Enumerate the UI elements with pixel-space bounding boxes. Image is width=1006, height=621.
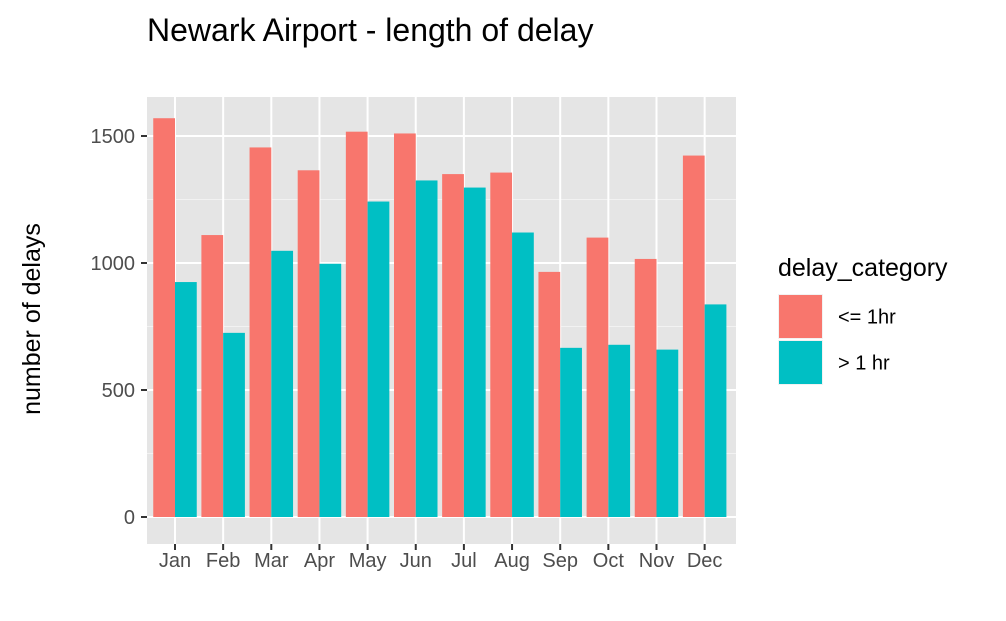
bar-may-series-1 <box>367 201 390 518</box>
bar-may-series-0 <box>345 131 368 517</box>
bar-mar-series-0 <box>249 147 272 517</box>
y-tick-label: 1000 <box>91 253 136 275</box>
bar-jan-series-1 <box>175 282 197 517</box>
x-tick-label: Nov <box>639 550 675 572</box>
x-tick-label: Oct <box>593 550 625 572</box>
x-tick-label: Jun <box>400 550 432 572</box>
x-tick-label: Jul <box>451 550 477 572</box>
legend: delay_category <= 1hr > 1 hr <box>778 254 948 385</box>
bar-mar-series-1 <box>271 250 294 518</box>
bar-sep-series-0 <box>538 271 561 517</box>
y-tick-label: 0 <box>124 507 135 529</box>
bar-aug-series-1 <box>512 232 534 517</box>
legend-label: <= 1hr <box>838 307 896 329</box>
legend-label: > 1 hr <box>838 353 890 375</box>
y-axis-title: number of delays <box>18 223 46 415</box>
legend-swatch <box>779 341 822 384</box>
bar-sep-series-1 <box>560 347 582 517</box>
y-tick-label: 500 <box>102 380 135 402</box>
chart-title: Newark Airport - length of delay <box>147 12 593 48</box>
x-tick-label: Mar <box>254 550 289 572</box>
x-tick-label: Dec <box>687 550 723 572</box>
bar-apr-series-1 <box>319 263 342 517</box>
y-axis: 0 500 1000 1500 <box>91 126 147 529</box>
x-tick-label: Jan <box>159 550 191 572</box>
x-tick-label: Apr <box>304 550 335 572</box>
bars-layer <box>153 118 727 518</box>
bar-aug-series-0 <box>490 172 513 518</box>
bar-jan-series-0 <box>153 118 175 517</box>
bar-jul-series-1 <box>463 187 486 517</box>
bar-dec-series-0 <box>682 155 705 518</box>
bar-nov-series-0 <box>634 258 657 517</box>
bar-feb-series-1 <box>223 332 245 517</box>
x-tick-label: May <box>349 550 387 572</box>
bar-jun-series-1 <box>415 180 438 517</box>
bar-dec-series-1 <box>704 304 727 517</box>
x-tick-label: Aug <box>494 550 530 572</box>
legend-title: delay_category <box>778 254 948 282</box>
y-tick-label: 1500 <box>91 126 136 148</box>
x-tick-label: Sep <box>542 550 578 572</box>
legend-items: <= 1hr > 1 hr <box>778 294 896 385</box>
x-tick-label: Feb <box>206 550 240 572</box>
bar-oct-series-1 <box>608 344 631 517</box>
bar-nov-series-1 <box>656 349 679 517</box>
legend-swatch <box>779 295 822 338</box>
bar-feb-series-0 <box>201 235 224 517</box>
x-axis: Jan Feb Mar Apr May Jun Jul Aug Sep Oct Nov Dec <box>159 544 723 572</box>
bar-oct-series-0 <box>586 237 609 517</box>
bar-jul-series-0 <box>442 174 464 517</box>
bar-jun-series-0 <box>394 133 416 517</box>
bar-apr-series-0 <box>297 170 320 518</box>
